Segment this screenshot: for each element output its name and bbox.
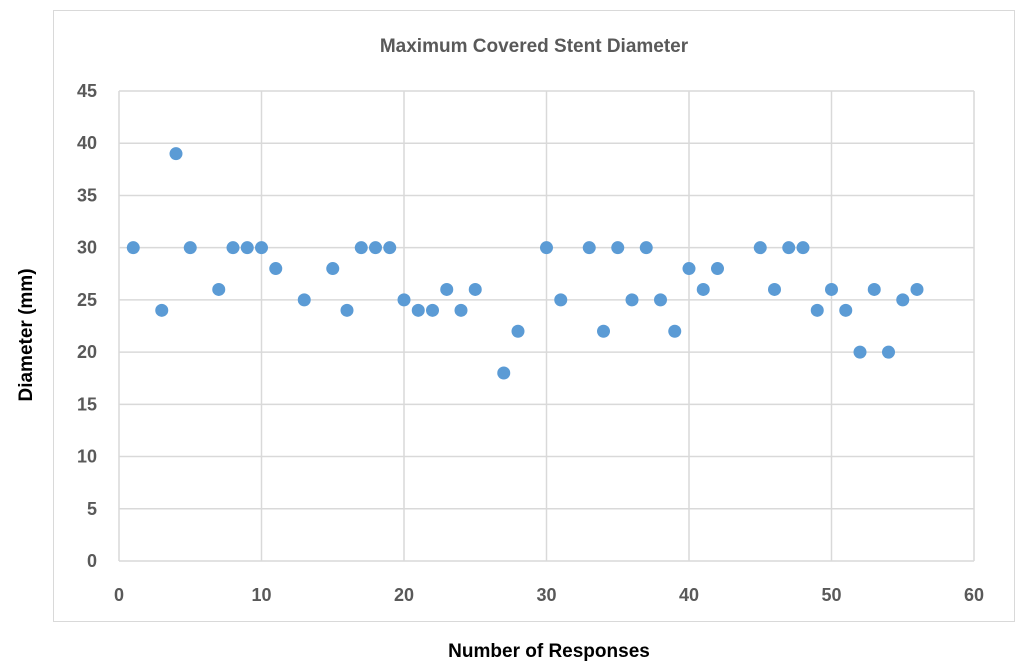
y-tick-label: 30 — [77, 238, 97, 258]
y-tick-label: 20 — [77, 342, 97, 362]
data-point — [711, 262, 724, 276]
gridlines — [118, 90, 975, 562]
data-point — [397, 293, 411, 307]
data-point — [269, 262, 283, 276]
x-tick-label: 20 — [394, 585, 414, 605]
data-point — [554, 293, 568, 307]
data-point — [183, 241, 197, 255]
data-point — [354, 241, 368, 255]
x-tick-label: 50 — [821, 585, 841, 605]
data-point — [226, 241, 240, 255]
x-tick-label: 60 — [964, 585, 984, 605]
data-point — [654, 293, 667, 307]
y-tick-label: 35 — [77, 185, 97, 205]
data-point — [155, 303, 169, 317]
data-point — [340, 303, 354, 317]
scatter-chart: Maximum Covered Stent Diameter 0 5 10 15 20 2… — [77, 36, 984, 605]
x-tick-label: 40 — [679, 585, 699, 605]
data-point — [896, 293, 910, 307]
data-point — [810, 303, 824, 317]
data-point — [369, 241, 382, 255]
tick-labels: 0 5 10 15 20 25 30 35 40 45 0 10 20 30 40 50 60 — [77, 81, 984, 605]
data-point — [440, 282, 454, 296]
y-tick-label: 0 — [87, 551, 97, 571]
data-point — [383, 241, 397, 255]
data-point — [169, 147, 183, 161]
data-point — [825, 282, 838, 296]
data-point — [882, 345, 895, 359]
data-point — [668, 324, 682, 338]
data-point — [639, 241, 653, 255]
data-point — [796, 241, 810, 255]
y-tick-label: 10 — [77, 447, 97, 467]
data-point — [497, 366, 511, 380]
y-tick-label: 5 — [87, 499, 97, 519]
x-tick-label: 0 — [114, 585, 124, 605]
data-point — [540, 241, 553, 255]
data-point — [682, 262, 696, 276]
y-tick-label: 40 — [77, 133, 97, 153]
data-point — [255, 241, 268, 255]
x-tick-label: 30 — [536, 585, 556, 605]
data-point — [597, 324, 610, 338]
data-point — [454, 303, 468, 317]
y-tick-label: 45 — [77, 81, 97, 101]
x-tick-label: 10 — [251, 585, 271, 605]
data-point — [326, 262, 340, 276]
data-points — [126, 147, 924, 380]
data-point — [853, 345, 867, 359]
data-point — [297, 293, 311, 307]
data-point — [782, 241, 796, 255]
y-tick-label: 25 — [77, 290, 97, 310]
data-point — [611, 241, 625, 255]
data-point — [411, 303, 425, 317]
data-point — [753, 241, 767, 255]
y-tick-label: 15 — [77, 394, 97, 414]
chart-title: Maximum Covered Stent Diameter — [380, 36, 689, 57]
data-point — [625, 293, 639, 307]
data-point — [240, 241, 254, 255]
data-point — [212, 282, 226, 296]
data-point — [582, 241, 596, 255]
data-point — [468, 282, 482, 296]
data-point — [768, 282, 781, 296]
y-axis-title: Diameter (mm) — [16, 268, 37, 401]
data-point — [867, 282, 881, 296]
data-point — [511, 324, 525, 338]
data-point — [426, 303, 439, 317]
chart-area: Maximum Covered Stent Diameter 0 5 10 15 20 2… — [53, 10, 1015, 622]
data-point — [126, 241, 140, 255]
data-point — [839, 303, 853, 317]
data-point — [910, 282, 924, 296]
x-axis-title: Number of Responses — [448, 641, 650, 662]
data-point — [696, 282, 710, 296]
